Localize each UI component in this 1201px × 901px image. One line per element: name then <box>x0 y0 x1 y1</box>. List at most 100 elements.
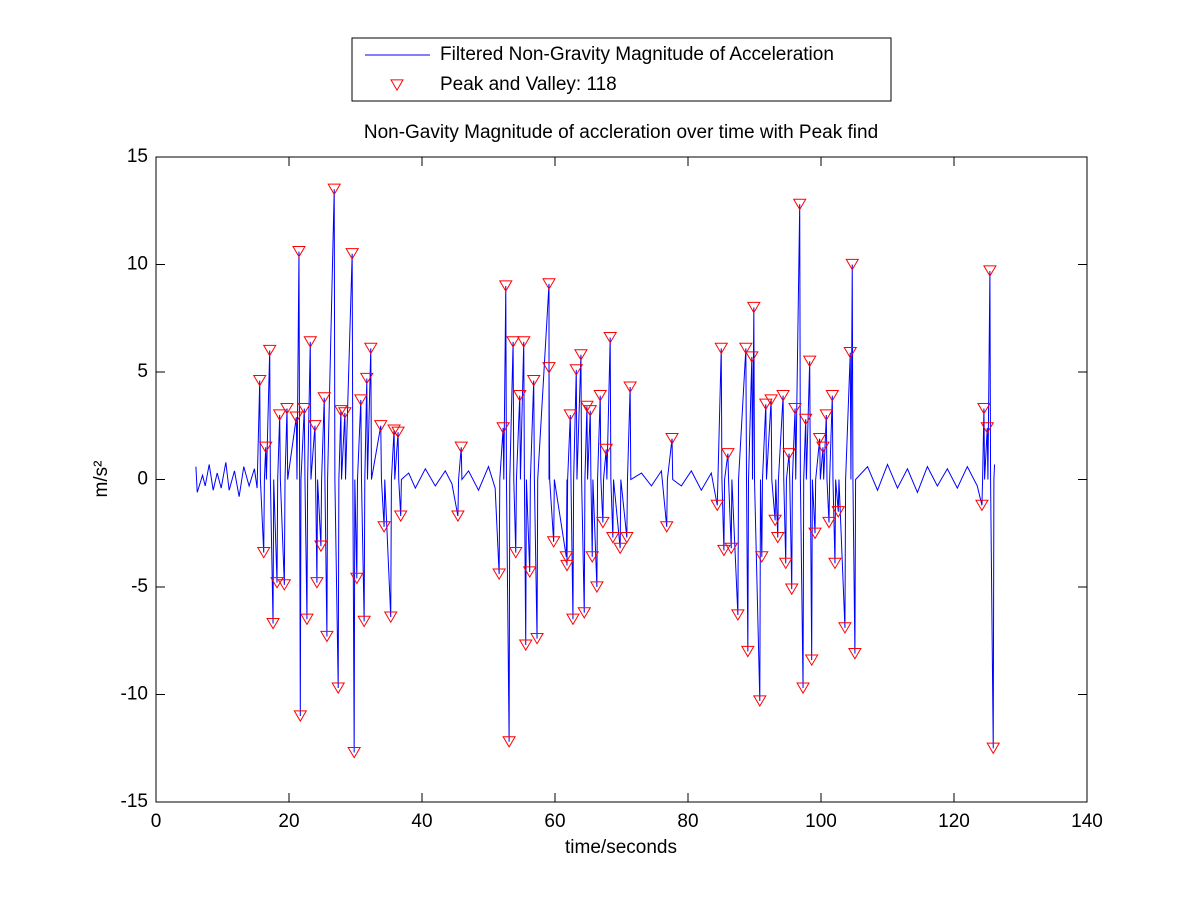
peak-marker <box>560 559 574 572</box>
peak-marker <box>289 411 304 424</box>
peak-marker <box>758 398 773 411</box>
peak-marker <box>320 630 334 643</box>
peak-marker <box>983 265 997 278</box>
peak-marker <box>593 390 608 402</box>
peak-marker <box>580 400 594 413</box>
y-tick-label: 0 <box>137 469 148 490</box>
peak-marker <box>518 639 533 652</box>
peak-marker <box>252 375 267 387</box>
peak-marker <box>731 609 745 622</box>
y-tick-label: -10 <box>121 684 148 705</box>
peak-marker <box>331 682 346 695</box>
peak-marker <box>451 510 465 523</box>
peak-marker <box>349 572 364 585</box>
peak-marker <box>496 422 511 434</box>
peak-marker <box>317 392 332 404</box>
peak-marker <box>262 344 277 357</box>
peak-marker <box>623 381 638 394</box>
peak-marker <box>782 448 796 460</box>
peak-marker <box>258 441 273 454</box>
peak-marker <box>619 531 634 544</box>
peak-marker <box>512 390 527 402</box>
peak-marker <box>300 613 314 626</box>
peak-marker <box>665 433 679 445</box>
peak-marker <box>812 433 827 445</box>
peak-marker <box>498 280 513 293</box>
peak-marker <box>828 557 842 570</box>
peak-marker <box>502 736 516 748</box>
x-tick-label: 120 <box>938 811 970 832</box>
chart-title: Non-Gavity Magnitude of accleration over… <box>364 122 878 143</box>
peak-marker <box>337 407 352 419</box>
peak-marker <box>613 542 628 555</box>
peak-marker <box>542 362 556 374</box>
peak-marker <box>530 633 544 645</box>
peak-marker <box>764 394 778 407</box>
peak-marker <box>768 514 782 527</box>
x-tick-label: 100 <box>805 811 837 832</box>
y-tick-label: -5 <box>131 576 148 597</box>
peak-marker <box>599 443 614 456</box>
peak-marker <box>327 183 342 196</box>
peak-marker <box>977 402 991 415</box>
peak-marker <box>848 648 862 660</box>
peak-marker <box>752 695 767 708</box>
peak-marker <box>272 409 287 422</box>
peak-marker <box>754 551 769 563</box>
x-tick-label: 140 <box>1071 811 1103 832</box>
peak-marker <box>721 448 735 460</box>
peak-marker <box>843 347 858 359</box>
peak-marker <box>292 246 306 258</box>
x-tick-label: 0 <box>151 811 162 832</box>
peak-marker <box>590 581 604 594</box>
peak-marker <box>492 568 507 581</box>
peak-marker <box>566 613 580 626</box>
peak-marker <box>778 557 793 570</box>
x-axis-label: time/seconds <box>565 837 677 858</box>
peak-marker <box>831 506 846 518</box>
peak-marker <box>569 364 584 376</box>
peak-marker <box>377 521 391 533</box>
y-axis-label: m/s² <box>91 461 112 498</box>
peak-marker <box>770 531 785 544</box>
peak-marker <box>819 409 834 422</box>
peak-marker <box>796 682 810 695</box>
peak-marker <box>297 402 312 415</box>
peak-marker <box>353 394 368 407</box>
peak-marker <box>393 510 408 523</box>
peak-marker <box>822 516 836 529</box>
peak-marker <box>308 420 322 432</box>
y-tick-label: 15 <box>127 146 148 167</box>
peak-marker <box>804 654 819 667</box>
peak-marker <box>454 441 469 454</box>
legend-swatch <box>390 79 404 92</box>
peak-marker <box>740 645 755 658</box>
peak-marker <box>585 551 600 563</box>
peak-marker <box>738 342 753 355</box>
peak-marker <box>724 542 739 555</box>
peak-marker <box>583 405 598 417</box>
peak-marker <box>838 622 852 634</box>
x-tick-label: 40 <box>411 811 432 832</box>
peak-marker <box>802 355 817 368</box>
peak-marker <box>542 278 556 290</box>
peak-marker <box>605 531 620 544</box>
peak-marker <box>574 349 588 361</box>
y-tick-label: 5 <box>137 361 148 382</box>
peak-marker <box>710 499 725 512</box>
x-tick-label: 80 <box>677 811 698 832</box>
peak-marker <box>310 577 324 589</box>
peak-marker <box>280 402 294 415</box>
peak-marker <box>347 746 362 759</box>
peak-marker <box>975 499 989 512</box>
peak-marker <box>808 527 822 540</box>
peak-marker <box>596 516 610 529</box>
data-line <box>195 189 996 753</box>
peak-marker <box>845 258 860 271</box>
peak-marker <box>508 547 523 559</box>
peak-marker <box>387 424 401 437</box>
legend: Filtered Non-Gravity Magnitude of Accele… <box>351 37 892 102</box>
peak-marker <box>314 540 328 553</box>
peak-marker <box>776 390 790 402</box>
peak-marker <box>717 544 731 557</box>
